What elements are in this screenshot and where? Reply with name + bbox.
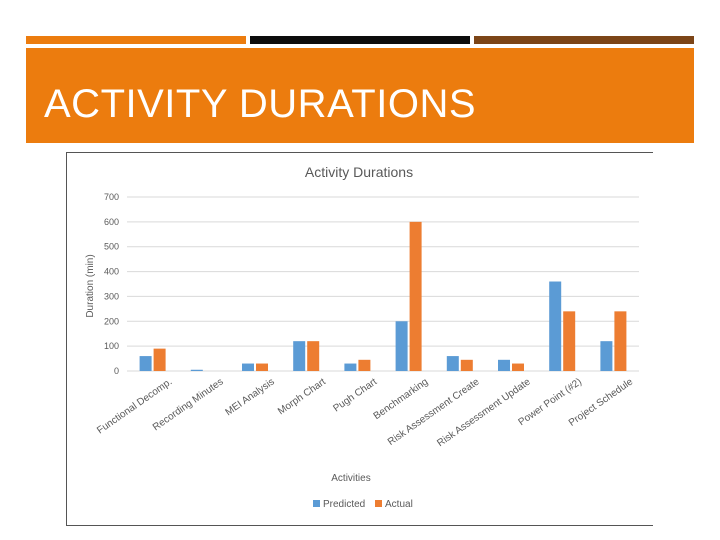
bar-actual [307,341,320,371]
bar-predicted [293,341,306,371]
accent-bar-brown [474,36,694,44]
y-axis-label: Duration (min) [85,254,96,317]
y-tick-label: 600 [104,217,119,227]
chart-title: Activity Durations [305,164,413,180]
bar-predicted [549,281,562,371]
y-tick-label: 700 [104,192,119,202]
legend-label-predicted: Predicted [323,499,365,510]
bar-actual [614,311,627,371]
bar-predicted [344,363,357,371]
bar-actual [460,359,473,371]
y-tick-label: 200 [104,316,119,326]
bar-actual [563,311,576,371]
x-tick-label: Morph Chart [276,376,328,417]
title-banner: ACTIVITY DURATIONS [26,48,694,143]
bar-chart: Activity Durations Duration (min) Activi… [85,164,639,510]
bar-actual [256,363,268,371]
legend-swatch-actual [375,500,382,507]
slide-title: ACTIVITY DURATIONS [44,82,477,126]
y-tick-label: 0 [114,366,119,376]
bar-predicted [139,356,152,371]
bar-predicted [190,369,203,371]
bar-predicted [242,363,254,371]
y-tick-label: 100 [104,341,119,351]
x-tick-label: Risk Assessment Update [435,376,533,449]
x-tick-label: MEI Analysis [224,376,277,418]
y-tick-label: 500 [104,242,119,252]
bar-actual [512,363,524,371]
bar-predicted [395,321,408,371]
bar-predicted [498,359,510,371]
bar-actual [153,348,166,371]
chart-frame: Activity Durations Duration (min) Activi… [66,152,653,526]
x-axis-label: Activities [331,473,370,484]
legend-swatch-predicted [313,500,320,507]
x-tick-label: Pugh Chart [331,376,379,414]
y-tick-label: 300 [104,291,119,301]
accent-bar-orange [26,36,246,44]
y-tick-label: 400 [104,267,119,277]
bar-actual [358,359,371,371]
legend-label-actual: Actual [385,499,413,510]
bar-predicted [446,356,459,371]
bar-predicted [600,341,613,371]
x-tick-label: Risk Assessment Create [386,376,482,448]
bar-actual [409,221,422,371]
accent-bar-black [250,36,470,44]
